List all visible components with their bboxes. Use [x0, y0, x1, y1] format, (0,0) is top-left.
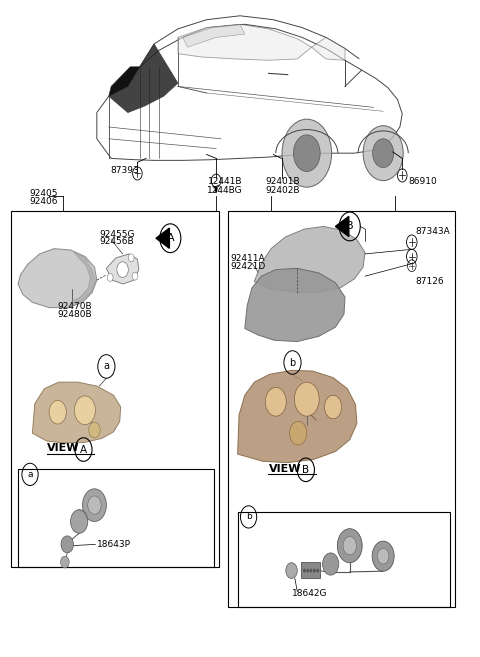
Text: 92401B: 92401B	[265, 177, 300, 187]
Circle shape	[74, 396, 96, 424]
Text: B: B	[302, 464, 310, 475]
Circle shape	[88, 496, 101, 514]
Circle shape	[89, 422, 100, 438]
Circle shape	[372, 541, 394, 571]
Circle shape	[377, 549, 389, 564]
Circle shape	[324, 396, 342, 419]
Circle shape	[60, 556, 69, 568]
Text: 92470B: 92470B	[58, 302, 92, 311]
Circle shape	[306, 568, 309, 572]
Circle shape	[61, 536, 73, 553]
Circle shape	[128, 254, 134, 261]
Circle shape	[316, 568, 319, 572]
Polygon shape	[18, 249, 97, 307]
Text: 92455G: 92455G	[99, 230, 135, 238]
Polygon shape	[33, 382, 120, 443]
Text: VIEW: VIEW	[47, 443, 80, 453]
Circle shape	[83, 489, 107, 522]
Polygon shape	[183, 24, 245, 47]
Circle shape	[265, 388, 286, 416]
Text: 92411A: 92411A	[230, 254, 265, 263]
Circle shape	[303, 568, 306, 572]
Text: 92480B: 92480B	[58, 309, 92, 319]
Bar	[228, 211, 455, 606]
Circle shape	[293, 135, 320, 171]
Circle shape	[310, 568, 312, 572]
Text: a: a	[103, 361, 109, 371]
Text: 92456B: 92456B	[99, 237, 134, 246]
Circle shape	[286, 562, 297, 578]
Polygon shape	[254, 227, 365, 292]
Text: 92406: 92406	[29, 197, 58, 206]
Polygon shape	[336, 216, 349, 237]
Text: 87126: 87126	[416, 277, 444, 286]
Text: b: b	[246, 512, 252, 522]
Circle shape	[323, 553, 339, 575]
Text: 92402B: 92402B	[266, 186, 300, 195]
Bar	[238, 512, 450, 606]
Circle shape	[343, 537, 357, 555]
Text: 1244BG: 1244BG	[207, 186, 242, 195]
Circle shape	[49, 401, 66, 424]
Polygon shape	[72, 251, 96, 306]
Polygon shape	[245, 268, 345, 342]
Text: 18643P: 18643P	[97, 540, 131, 549]
Text: 92405: 92405	[29, 189, 58, 198]
Text: A: A	[80, 445, 87, 455]
Circle shape	[108, 273, 113, 281]
Text: 87343A: 87343A	[416, 227, 450, 236]
Bar	[301, 562, 320, 578]
Circle shape	[294, 382, 319, 416]
Polygon shape	[107, 254, 139, 284]
Bar	[11, 211, 218, 567]
Text: b: b	[289, 357, 296, 367]
Circle shape	[289, 421, 307, 445]
Polygon shape	[156, 228, 169, 248]
Text: 87393: 87393	[110, 166, 139, 175]
Polygon shape	[109, 44, 178, 112]
Text: 86910: 86910	[408, 177, 437, 187]
Polygon shape	[178, 24, 312, 60]
Circle shape	[363, 125, 403, 181]
Text: B: B	[346, 221, 354, 231]
Circle shape	[313, 568, 316, 572]
Text: 12441B: 12441B	[207, 177, 242, 187]
Text: 18642G: 18642G	[291, 589, 327, 598]
Text: a: a	[27, 470, 33, 479]
Circle shape	[282, 119, 332, 187]
Circle shape	[71, 510, 88, 533]
Text: VIEW: VIEW	[269, 463, 301, 474]
Circle shape	[132, 272, 138, 280]
Circle shape	[117, 261, 128, 277]
Polygon shape	[312, 37, 345, 60]
Text: A: A	[167, 233, 174, 243]
Polygon shape	[238, 371, 357, 463]
Circle shape	[337, 529, 362, 562]
Text: 92421D: 92421D	[230, 262, 266, 271]
Polygon shape	[109, 67, 140, 97]
Circle shape	[372, 139, 394, 168]
Bar	[18, 469, 214, 567]
Polygon shape	[215, 188, 217, 193]
